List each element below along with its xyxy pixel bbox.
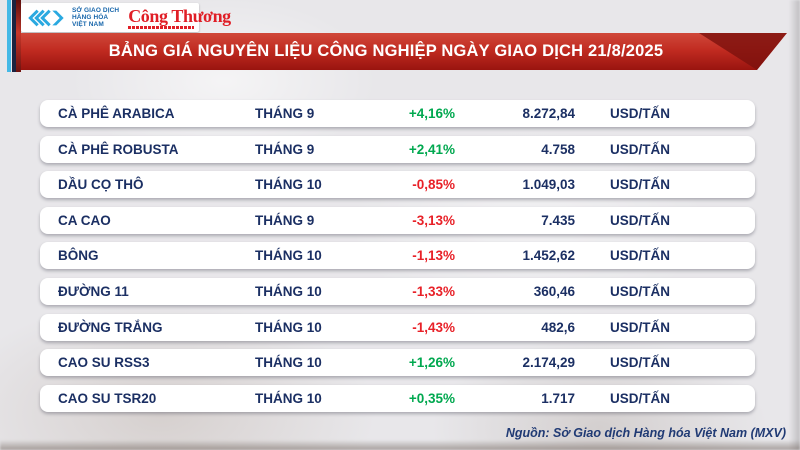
congthuong-logo: Công Thương <box>128 7 231 29</box>
commodity-name: CAO SU TSR20 <box>58 390 157 406</box>
commodity-name: ĐƯỜNG 11 <box>58 283 129 299</box>
price-value: 7.435 <box>541 212 575 228</box>
price-value: 360,46 <box>533 283 575 299</box>
price-value: 1.049,03 <box>522 177 575 193</box>
mxv-logo-text: SỞ GIAO DỊCH HÀNG HÓA VIỆT NAM <box>72 7 120 28</box>
congthuong-logo-text: Công Thương <box>128 5 231 26</box>
table-row: DẦU CỌ THÔ THÁNG 10 -0,85% 1.049,03 USD/… <box>40 171 755 199</box>
left-stripe-red <box>16 0 21 72</box>
percent-change: +2,41% <box>408 141 455 157</box>
table-row: CA CAO THÁNG 9 -3,13% 7.435 USD/TẤN <box>40 206 755 234</box>
percent-change: -0,85% <box>412 177 455 193</box>
contract-month: THÁNG 10 <box>255 319 322 335</box>
commodity-name: CÀ PHÊ ARABICA <box>58 106 175 121</box>
contract-month: THÁNG 10 <box>255 283 322 299</box>
table-row: CÀ PHÊ ARABICA THÁNG 9 +4,16% 8.272,84 U… <box>40 100 755 127</box>
contract-month: THÁNG 9 <box>255 212 315 228</box>
price-value: 2.174,29 <box>522 355 575 371</box>
commodity-name: CAO SU RSS3 <box>58 355 150 371</box>
price-unit: USD/TẤN <box>610 390 670 406</box>
percent-change: -1,43% <box>412 319 455 335</box>
commodity-name: CÀ PHÊ ROBUSTA <box>58 141 179 157</box>
contract-month: THÁNG 10 <box>255 390 322 406</box>
table-row: CAO SU RSS3 THÁNG 10 +1,26% 2.174,29 USD… <box>40 349 755 377</box>
left-stripe-cyan <box>7 0 11 72</box>
congthuong-tagline <box>128 25 195 29</box>
price-value: 8.272,84 <box>522 106 575 121</box>
contract-month: THÁNG 10 <box>255 355 322 371</box>
table-row: CÀ PHÊ ROBUSTA THÁNG 9 +2,41% 4.758 USD/… <box>40 135 755 163</box>
table-row: ĐƯỜNG 11 THÁNG 10 -1,33% 360,46 USD/TẤN <box>40 277 755 305</box>
background-photo-edge-right <box>789 0 800 450</box>
title-banner: BẢNG GIÁ NGUYÊN LIỆU CÔNG NGHIỆP NGÀY GI… <box>21 33 787 70</box>
table-row: BÔNG THÁNG 10 -1,13% 1.452,62 USD/TẤN <box>40 242 755 270</box>
table-row: ĐƯỜNG TRẮNG THÁNG 10 -1,43% 482,6 USD/TẤ… <box>40 313 755 341</box>
percent-change: +0,35% <box>408 390 455 406</box>
table-row: CAO SU TSR20 THÁNG 10 +0,35% 1.717 USD/T… <box>40 384 755 412</box>
percent-change: +1,26% <box>408 355 455 371</box>
price-table: CÀ PHÊ ARABICA THÁNG 9 +4,16% 8.272,84 U… <box>40 100 755 420</box>
price-unit: USD/TẤN <box>610 141 670 157</box>
commodity-name: ĐƯỜNG TRẮNG <box>58 319 163 335</box>
price-value: 1.452,62 <box>522 248 575 264</box>
percent-change: -3,13% <box>412 212 455 228</box>
price-unit: USD/TẤN <box>610 355 670 371</box>
commodity-name: CA CAO <box>58 212 111 228</box>
mxv-logo-icon <box>27 7 67 29</box>
price-unit: USD/TẤN <box>610 212 670 228</box>
price-unit: USD/TẤN <box>610 177 670 193</box>
left-stripe-navy <box>12 0 16 72</box>
price-unit: USD/TẤN <box>610 106 670 121</box>
contract-month: THÁNG 10 <box>255 177 322 193</box>
source-note: Nguồn: Sở Giao dịch Hàng hóa Việt Nam (M… <box>505 426 786 440</box>
commodity-name: DẦU CỌ THÔ <box>58 177 144 193</box>
percent-change: -1,13% <box>412 248 455 264</box>
price-value: 482,6 <box>541 319 575 335</box>
page-title: BẢNG GIÁ NGUYÊN LIỆU CÔNG NGHIỆP NGÀY GI… <box>108 42 664 60</box>
background-photo-edge-bottom <box>0 440 800 450</box>
price-unit: USD/TẤN <box>610 319 670 335</box>
price-unit: USD/TẤN <box>610 248 670 264</box>
price-unit: USD/TẤN <box>610 283 670 299</box>
commodity-name: BÔNG <box>58 248 99 264</box>
logo-plate: SỞ GIAO DỊCH HÀNG HÓA VIỆT NAM Công Thươ… <box>21 3 231 32</box>
contract-month: THÁNG 9 <box>255 106 315 121</box>
percent-change: +4,16% <box>408 106 455 121</box>
contract-month: THÁNG 10 <box>255 248 322 264</box>
contract-month: THÁNG 9 <box>255 141 315 157</box>
price-value: 1.717 <box>541 390 575 406</box>
percent-change: -1,33% <box>412 283 455 299</box>
price-value: 4.758 <box>541 141 575 157</box>
